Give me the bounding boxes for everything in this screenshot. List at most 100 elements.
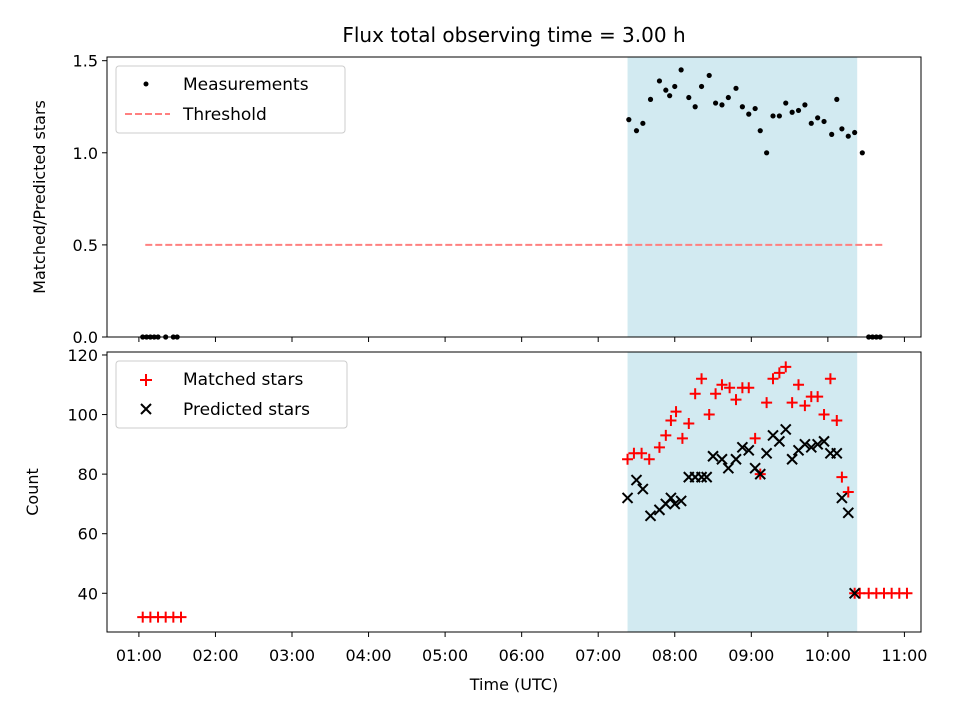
x-tick-label: 02:00: [192, 646, 238, 665]
x-tick-label: 05:00: [422, 646, 468, 665]
measurement-point: [739, 104, 745, 110]
measurement-point: [725, 94, 731, 101]
x-tick-label: 08:00: [652, 646, 698, 665]
x-tick-label: 11:00: [881, 646, 927, 665]
measurement-point: [815, 115, 821, 121]
matched-star-point: [842, 486, 854, 498]
bottom-axes-frame: [106, 351, 922, 633]
matched-star-point: [780, 361, 792, 373]
predicted-star-point: [754, 468, 766, 480]
bottom-axes: 40 60 80 100 120 01:00 02:00 03:00 04:00 05:00 06…: [23, 346, 927, 694]
predicted-star-point: [743, 444, 755, 457]
matched-star-point: [653, 441, 665, 453]
measurement-point: [698, 83, 705, 90]
predicted-star-point: [630, 474, 643, 486]
y-tick-label: 1.0: [73, 144, 98, 163]
measurement-point: [821, 118, 827, 125]
predicted-star-point: [773, 435, 786, 448]
measurement-point: [719, 102, 725, 108]
legend-predicted-label: Predicted stars: [183, 400, 310, 420]
legend-measurements-label: Measurements: [183, 75, 309, 95]
measurement-point: [776, 113, 782, 119]
measurement-point: [757, 128, 763, 134]
predicted-star-point: [786, 453, 798, 465]
x-tick-label: 04:00: [345, 646, 391, 665]
predicted-star-point: [836, 492, 848, 504]
measurement-point: [672, 83, 678, 90]
predicted-star-point: [669, 498, 681, 510]
matched-star-point: [812, 391, 824, 403]
legend-measurements-marker: [143, 81, 149, 87]
matched-star-point: [761, 397, 773, 409]
chart-title: Flux total observing time = 3.00 h: [342, 23, 685, 47]
measurement-point: [640, 120, 646, 126]
matched-star-point: [660, 429, 672, 441]
measurement-point: [795, 107, 802, 114]
matched-star-point: [689, 388, 701, 400]
top-axes: 0.0 0.5 1.0 1.5 Matched/Predicted stars Mea…: [30, 52, 922, 347]
measurement-point: [633, 128, 640, 134]
top-axes-frame: [106, 56, 922, 338]
measurement-point: [626, 117, 632, 123]
matched-star-point: [799, 400, 811, 412]
y-tick-label: 40: [78, 584, 98, 603]
predicted-star-point: [695, 471, 708, 483]
measurement-point: [712, 100, 719, 106]
matched-star-point: [175, 611, 187, 623]
y-tick-label: 80: [78, 465, 98, 484]
predicted-star-point: [716, 453, 728, 465]
predicted-star-point: [707, 450, 719, 462]
measurement-point: [686, 94, 692, 101]
bottom-legend-box: [115, 360, 348, 429]
y-tick-label: 60: [78, 525, 98, 544]
matched-star-point: [643, 453, 655, 465]
measurement-point: [706, 72, 712, 79]
measurement-point: [852, 129, 858, 136]
measurement-points: [140, 67, 883, 340]
y-tick-label: 120: [67, 346, 98, 365]
matched-star-point: [710, 388, 722, 400]
measurement-point: [839, 126, 845, 132]
measurement-point: [829, 131, 835, 137]
predicted-star-point: [811, 438, 824, 451]
matched-star-point: [683, 417, 695, 429]
measurement-point: [789, 109, 795, 115]
predicted-star-point: [799, 438, 811, 451]
legend-matched-marker: [140, 374, 152, 386]
top-legend-box: [115, 65, 346, 134]
measurement-point: [808, 120, 814, 126]
predicted-star-point: [637, 483, 649, 495]
measurement-point: [678, 67, 684, 73]
star-count-points: [137, 361, 913, 623]
predicted-star-point: [805, 441, 817, 454]
y-tick-label: 0.0: [73, 328, 98, 347]
measurement-point: [663, 87, 669, 93]
matched-star-point: [836, 471, 848, 483]
predicted-star-point: [644, 510, 657, 522]
matched-star-point: [786, 397, 798, 409]
legend-threshold-label: Threshold: [182, 105, 267, 125]
bottom-shaded-span: [627, 352, 858, 632]
matched-star-point: [818, 409, 830, 421]
measurement-point: [845, 133, 851, 139]
matched-star-point: [901, 587, 913, 599]
measurement-point: [770, 113, 776, 119]
measurement-point: [764, 150, 770, 156]
top-legend: Measurements Threshold: [115, 65, 346, 134]
predicted-star-point: [780, 423, 792, 436]
matched-star-point: [676, 432, 688, 444]
predicted-star-point: [621, 492, 634, 504]
bottom-y-axis-label: Count: [23, 468, 42, 516]
top-shaded-span: [627, 57, 858, 337]
matched-star-point: [749, 432, 761, 444]
x-tick-label: 03:00: [269, 646, 315, 665]
matched-star-point: [824, 373, 836, 385]
predicted-star-point: [818, 435, 830, 448]
matched-star-point: [767, 373, 779, 385]
measurement-point: [692, 104, 698, 110]
matched-star-point: [665, 415, 677, 427]
legend-predicted-marker: [140, 403, 152, 415]
legend-matched-label: Matched stars: [183, 370, 303, 390]
bottom-legend: Matched stars Predicted stars: [115, 360, 348, 429]
y-tick-label: 0.5: [73, 236, 98, 255]
